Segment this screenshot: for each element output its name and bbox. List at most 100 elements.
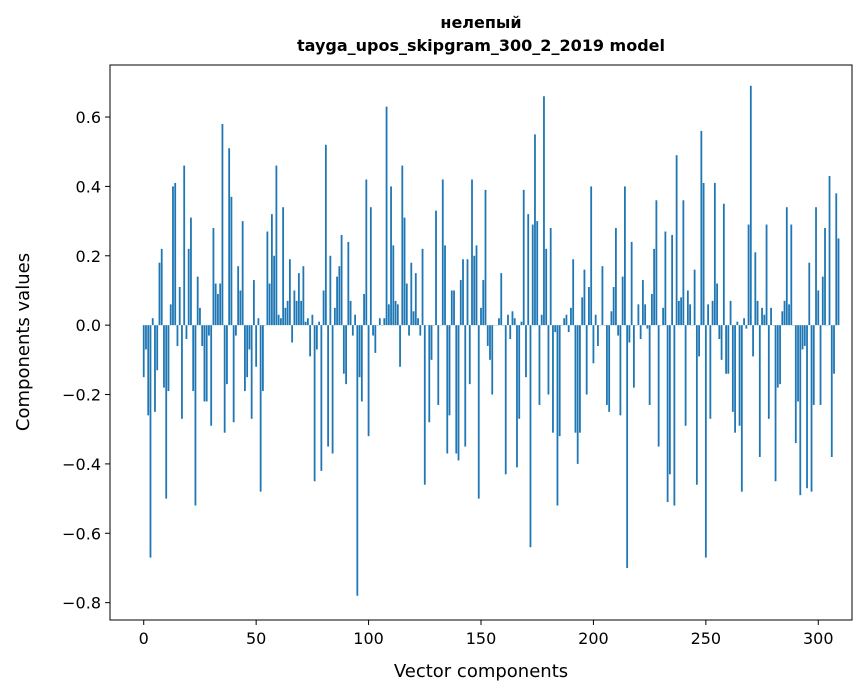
bar bbox=[383, 318, 385, 325]
bar bbox=[271, 214, 273, 325]
bar bbox=[597, 325, 599, 346]
bar bbox=[165, 325, 167, 498]
bar bbox=[673, 325, 675, 505]
bar bbox=[327, 325, 329, 446]
bar bbox=[195, 325, 197, 505]
bar bbox=[822, 277, 824, 326]
bar bbox=[509, 325, 511, 339]
bar bbox=[311, 315, 313, 325]
bar bbox=[489, 325, 491, 360]
bar bbox=[446, 325, 448, 453]
bar bbox=[761, 308, 763, 325]
bar bbox=[424, 325, 426, 485]
bar bbox=[745, 325, 747, 328]
bar bbox=[543, 96, 545, 325]
bar bbox=[608, 325, 610, 412]
bar bbox=[620, 325, 622, 415]
bar bbox=[356, 325, 358, 596]
bar bbox=[530, 325, 532, 547]
bar bbox=[145, 325, 147, 349]
bar bbox=[633, 325, 635, 387]
bar bbox=[300, 301, 302, 325]
bar bbox=[152, 318, 154, 325]
bar bbox=[813, 325, 815, 405]
bar bbox=[460, 280, 462, 325]
bar bbox=[707, 304, 709, 325]
bar bbox=[174, 183, 176, 325]
bar bbox=[244, 325, 246, 391]
bar bbox=[759, 325, 761, 457]
bar bbox=[577, 325, 579, 464]
bar bbox=[309, 325, 311, 356]
bar bbox=[413, 311, 415, 325]
bar bbox=[572, 259, 574, 325]
bar bbox=[334, 308, 336, 325]
bar bbox=[408, 325, 410, 335]
bar bbox=[464, 325, 466, 446]
bar bbox=[478, 325, 480, 498]
bar bbox=[770, 308, 772, 325]
bar bbox=[831, 325, 833, 457]
bar bbox=[179, 287, 181, 325]
bar bbox=[581, 297, 583, 325]
bar bbox=[318, 322, 320, 325]
bar bbox=[150, 325, 152, 557]
bar bbox=[833, 325, 835, 374]
bar bbox=[253, 280, 255, 325]
bar bbox=[646, 325, 648, 328]
bar bbox=[548, 325, 550, 394]
bar bbox=[763, 315, 765, 325]
bar bbox=[523, 190, 525, 325]
bar bbox=[231, 197, 233, 325]
bar bbox=[545, 249, 547, 325]
bar bbox=[156, 325, 158, 370]
bar bbox=[233, 325, 235, 422]
bar bbox=[799, 325, 801, 495]
bar bbox=[386, 107, 388, 326]
bar bbox=[525, 325, 527, 377]
bar bbox=[143, 325, 145, 377]
bar bbox=[829, 176, 831, 325]
bar bbox=[784, 301, 786, 325]
bar bbox=[435, 211, 437, 325]
bar bbox=[606, 325, 608, 405]
y-tick-label: −0.8 bbox=[62, 594, 101, 613]
y-axis: −0.8−0.6−0.4−0.20.00.20.40.6 bbox=[62, 108, 110, 613]
bar bbox=[266, 232, 268, 326]
bar bbox=[320, 325, 322, 471]
bar bbox=[336, 277, 338, 326]
bar bbox=[804, 325, 806, 346]
bar bbox=[251, 325, 253, 419]
bar bbox=[406, 284, 408, 326]
bar bbox=[226, 325, 228, 384]
bar bbox=[365, 179, 367, 325]
bar bbox=[698, 325, 700, 356]
bar bbox=[469, 325, 471, 384]
y-tick-label: 0.6 bbox=[76, 108, 101, 127]
bar bbox=[631, 242, 633, 325]
bar bbox=[329, 256, 331, 325]
bar bbox=[500, 273, 502, 325]
x-axis-label: Vector components bbox=[394, 661, 568, 682]
bar bbox=[363, 294, 365, 325]
bar bbox=[667, 325, 669, 502]
x-tick-label: 50 bbox=[246, 629, 266, 648]
y-axis-label: Components values bbox=[13, 253, 34, 431]
bar bbox=[199, 308, 201, 325]
bar bbox=[476, 245, 478, 325]
bar bbox=[768, 325, 770, 419]
bar bbox=[815, 207, 817, 325]
bar bbox=[678, 301, 680, 325]
bar bbox=[168, 325, 170, 391]
bar bbox=[732, 325, 734, 412]
bar bbox=[201, 325, 203, 346]
bar bbox=[505, 325, 507, 474]
bar bbox=[664, 232, 666, 326]
bar bbox=[570, 308, 572, 325]
bar bbox=[617, 325, 619, 335]
bar bbox=[269, 284, 271, 326]
bar bbox=[325, 145, 327, 325]
bar bbox=[228, 148, 230, 325]
bar bbox=[696, 325, 698, 485]
